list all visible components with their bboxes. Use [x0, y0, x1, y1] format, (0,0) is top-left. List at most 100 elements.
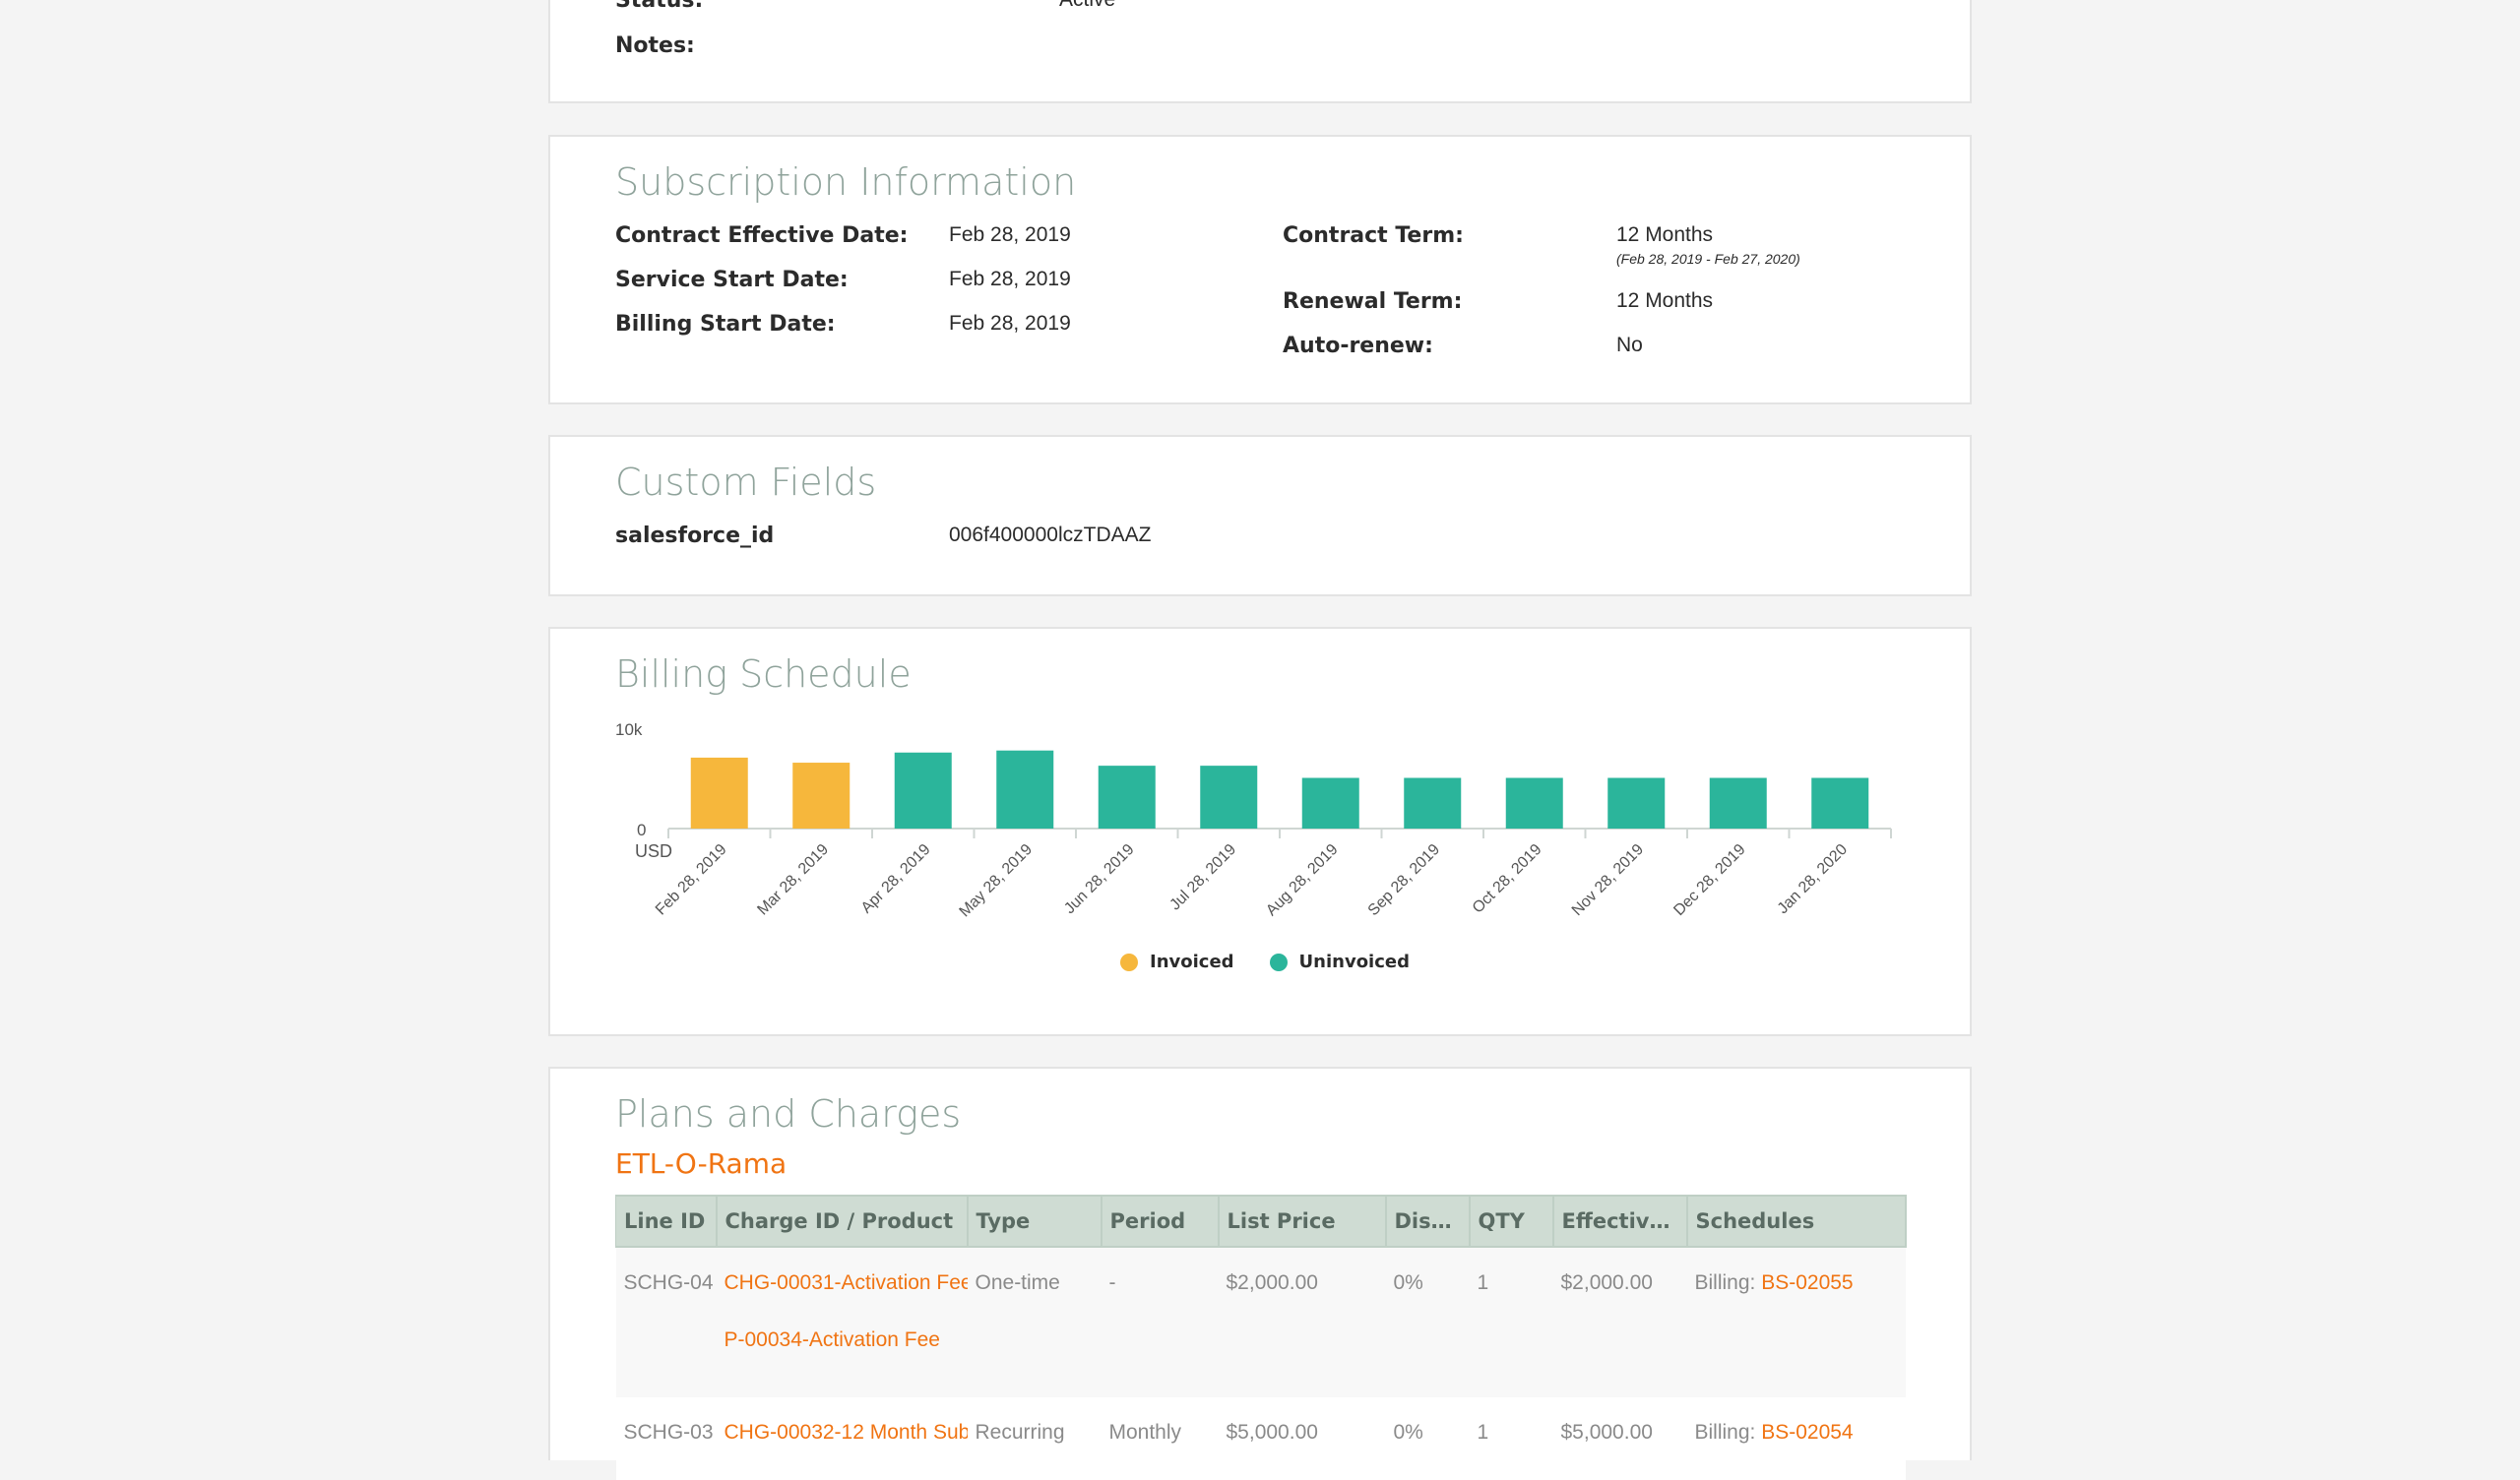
x-tick-label: Nov 28, 2019	[1569, 841, 1647, 919]
qty-cell: 1	[1469, 1397, 1553, 1480]
legend-invoiced[interactable]: Invoiced	[1120, 952, 1234, 972]
qty-cell: 1	[1469, 1247, 1553, 1397]
bar-uninvoiced[interactable]	[1200, 766, 1258, 829]
bar-uninvoiced[interactable]	[1404, 777, 1462, 830]
chart-legend: Invoiced Uninvoiced	[1120, 952, 1410, 972]
plan-name-link[interactable]: ETL-O-Rama	[615, 1147, 788, 1180]
y-tick-label: 0	[637, 821, 646, 839]
contract-effective-label: Contract Effective Date:	[615, 223, 909, 248]
section-title: Subscription Information	[615, 160, 1077, 204]
section-title: Billing Schedule	[615, 652, 912, 696]
section-title: Custom Fields	[615, 461, 877, 504]
salesforce-id-label: salesforce_id	[615, 524, 775, 548]
bar-uninvoiced[interactable]	[1505, 777, 1563, 830]
x-tick-label: Dec 28, 2019	[1670, 841, 1748, 919]
x-tick-label: Aug 28, 2019	[1263, 841, 1341, 919]
uninvoiced-dot-icon	[1269, 953, 1288, 971]
bar-uninvoiced[interactable]	[1607, 777, 1666, 830]
y-tick-label: 10k	[615, 720, 643, 739]
notes-label: Notes:	[615, 33, 695, 58]
billing-start-label: Billing Start Date:	[615, 312, 836, 337]
line-id-cell: SCHG-04	[615, 1247, 717, 1397]
legend-uninvoiced[interactable]: Uninvoiced	[1269, 952, 1410, 972]
x-tick-label: Jan 28, 2020	[1775, 841, 1852, 918]
contract-term-value: 12 Months	[1616, 223, 1714, 246]
list-price-cell: $5,000.00	[1218, 1397, 1386, 1480]
bar-invoiced[interactable]	[792, 763, 850, 829]
column-header[interactable]: Schedules	[1686, 1195, 1907, 1248]
charge-link[interactable]: CHG-00031-Activation Fee	[724, 1271, 968, 1294]
bar-invoiced[interactable]	[690, 757, 748, 829]
x-tick-label: Sep 28, 2019	[1365, 841, 1443, 919]
type-cell: Recurring	[967, 1397, 1102, 1480]
subscription-card: Subscription Information Contract Effect…	[548, 135, 1972, 404]
bar-uninvoiced[interactable]	[894, 752, 952, 829]
auto-renew-label: Auto-renew:	[1283, 334, 1433, 358]
contract-term-label: Contract Term:	[1283, 223, 1464, 248]
charge-cell: CHG-00032-12 Month Subscription	[716, 1397, 968, 1480]
schedules-cell: Billing: BS-02055	[1686, 1247, 1906, 1397]
bar-uninvoiced[interactable]	[1811, 777, 1869, 830]
status-label: Status:	[615, 0, 704, 13]
table-header-row: Line ID Charge ID / Product Type Period …	[615, 1195, 1907, 1248]
bar-uninvoiced[interactable]	[1301, 777, 1359, 830]
details-card: Status: Active Notes:	[548, 0, 1972, 103]
y-axis-unit-label: USD	[635, 841, 672, 861]
column-header[interactable]: Charge ID / Product	[716, 1195, 969, 1248]
status-value: Active	[1059, 0, 1115, 12]
x-tick-label: May 28, 2019	[957, 841, 1037, 921]
service-start-value: Feb 28, 2019	[949, 268, 1071, 290]
column-header[interactable]: Effective ...	[1552, 1195, 1688, 1248]
discount-cell: 0%	[1385, 1247, 1470, 1397]
bar-uninvoiced[interactable]	[996, 750, 1054, 829]
charge-cell: CHG-00031-Activation Fee P-00034-Activat…	[716, 1247, 968, 1397]
schedule-prefix: Billing:	[1694, 1271, 1762, 1294]
contract-effective-value: Feb 28, 2019	[949, 223, 1071, 246]
bar-uninvoiced[interactable]	[1709, 777, 1767, 830]
table-row: SCHG-03 CHG-00032-12 Month Subscription …	[615, 1397, 1906, 1480]
effective-cell: $2,000.00	[1552, 1247, 1687, 1397]
period-cell: Monthly	[1101, 1397, 1219, 1480]
list-price-cell: $2,000.00	[1218, 1247, 1386, 1397]
salesforce-id-value: 006f400000lczTDAAZ	[949, 524, 1152, 546]
x-tick-label: Apr 28, 2019	[858, 841, 934, 917]
custom-fields-card: Custom Fields salesforce_id 006f400000lc…	[548, 435, 1972, 596]
schedules-cell: Billing: BS-02054	[1686, 1397, 1906, 1480]
column-header[interactable]: Line ID	[615, 1195, 718, 1248]
contract-term-range: (Feb 28, 2019 - Feb 27, 2020)	[1616, 251, 1800, 267]
billing-schedule-card: Billing Schedule 10k 0 USD Feb 28, 2019 Mar …	[548, 627, 1972, 1036]
column-header[interactable]: Type	[967, 1195, 1102, 1248]
bar-uninvoiced[interactable]	[1098, 766, 1156, 829]
service-start-label: Service Start Date:	[615, 268, 849, 292]
invoiced-dot-icon	[1120, 953, 1138, 971]
column-header[interactable]: QTY	[1469, 1195, 1554, 1248]
discount-cell: 0%	[1385, 1397, 1470, 1480]
renewal-term-value: 12 Months	[1616, 289, 1714, 312]
period-cell: -	[1101, 1247, 1219, 1397]
legend-invoiced-label: Invoiced	[1150, 952, 1234, 972]
legend-uninvoiced-label: Uninvoiced	[1298, 952, 1410, 972]
plans-card: Plans and Charges ETL-O-Rama Line ID Cha…	[548, 1067, 1972, 1480]
schedule-link[interactable]: BS-02055	[1761, 1271, 1854, 1294]
billing-start-value: Feb 28, 2019	[949, 312, 1071, 335]
x-tick-label: Oct 28, 2019	[1470, 841, 1545, 917]
schedule-link[interactable]: BS-02054	[1761, 1421, 1854, 1444]
type-cell: One-time	[967, 1247, 1102, 1397]
line-id-cell: SCHG-03	[615, 1397, 717, 1480]
table-row: SCHG-04 CHG-00031-Activation Fee P-00034…	[615, 1247, 1906, 1397]
auto-renew-value: No	[1616, 334, 1643, 356]
column-header[interactable]: Period	[1101, 1195, 1220, 1248]
column-header[interactable]: List Price	[1218, 1195, 1387, 1248]
charge-link[interactable]: CHG-00032-12 Month Subscription	[724, 1421, 968, 1444]
x-tick-label: Jun 28, 2019	[1061, 841, 1138, 918]
schedule-prefix: Billing:	[1694, 1421, 1762, 1444]
charges-table: Line ID Charge ID / Product Type Period …	[615, 1195, 1907, 1480]
x-tick-label: Jul 28, 2019	[1166, 841, 1239, 914]
effective-cell: $5,000.00	[1552, 1397, 1687, 1480]
column-header[interactable]: Disc...	[1385, 1195, 1471, 1248]
x-tick-label: Mar 28, 2019	[754, 841, 832, 919]
renewal-term-label: Renewal Term:	[1283, 289, 1463, 314]
product-link[interactable]: P-00034-Activation Fee	[724, 1328, 940, 1351]
section-title: Plans and Charges	[615, 1092, 962, 1136]
